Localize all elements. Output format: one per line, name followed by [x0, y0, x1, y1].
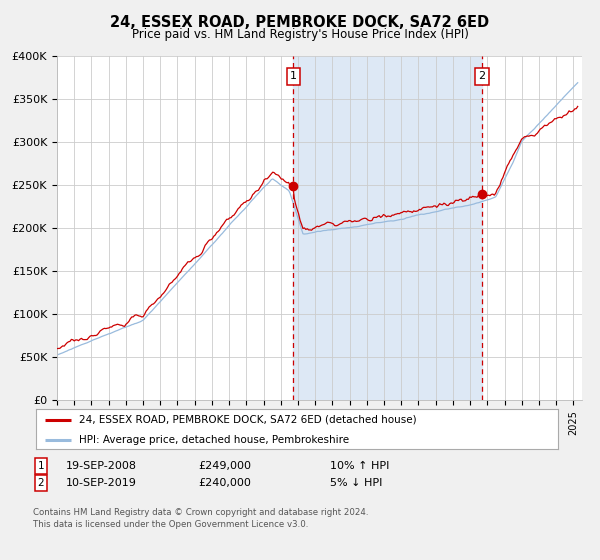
Text: HPI: Average price, detached house, Pembrokeshire: HPI: Average price, detached house, Pemb…: [79, 435, 349, 445]
Text: 1: 1: [290, 72, 296, 82]
Text: 19-SEP-2008: 19-SEP-2008: [66, 461, 137, 471]
Text: Contains HM Land Registry data © Crown copyright and database right 2024.: Contains HM Land Registry data © Crown c…: [33, 508, 368, 517]
Text: £240,000: £240,000: [198, 478, 251, 488]
Text: 2: 2: [37, 478, 44, 488]
Text: £249,000: £249,000: [198, 461, 251, 471]
Text: 1: 1: [37, 461, 44, 471]
Text: 10% ↑ HPI: 10% ↑ HPI: [330, 461, 389, 471]
Text: Price paid vs. HM Land Registry's House Price Index (HPI): Price paid vs. HM Land Registry's House …: [131, 28, 469, 41]
Text: 5% ↓ HPI: 5% ↓ HPI: [330, 478, 382, 488]
Text: 24, ESSEX ROAD, PEMBROKE DOCK, SA72 6ED (detached house): 24, ESSEX ROAD, PEMBROKE DOCK, SA72 6ED …: [79, 415, 416, 424]
Text: 2: 2: [478, 72, 485, 82]
Text: 24, ESSEX ROAD, PEMBROKE DOCK, SA72 6ED: 24, ESSEX ROAD, PEMBROKE DOCK, SA72 6ED: [110, 15, 490, 30]
Text: 10-SEP-2019: 10-SEP-2019: [66, 478, 137, 488]
Bar: [293, 56, 482, 400]
Text: This data is licensed under the Open Government Licence v3.0.: This data is licensed under the Open Gov…: [33, 520, 308, 529]
